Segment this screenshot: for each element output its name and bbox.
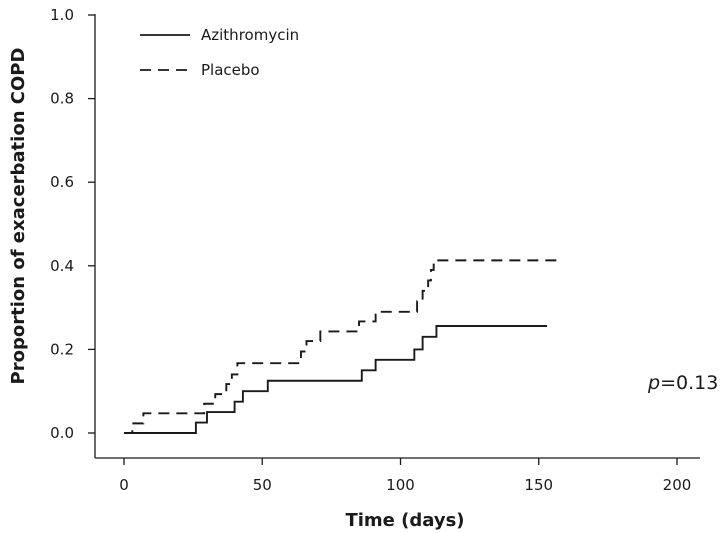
y-tick-label: 0.0 bbox=[50, 424, 74, 442]
y-tick-label: 1.0 bbox=[50, 6, 74, 24]
series-line-azithromycin bbox=[124, 325, 548, 434]
x-tick-label: 200 bbox=[663, 476, 692, 494]
legend-label-placebo: Placebo bbox=[201, 61, 260, 79]
x-axis-title: Time (days) bbox=[345, 510, 464, 531]
y-axis-title: Proportion of exacerbation COPD bbox=[8, 48, 29, 385]
y-tick-label: 0.6 bbox=[50, 173, 74, 191]
series-layer bbox=[124, 259, 559, 434]
p-value-symbol: p bbox=[647, 372, 660, 394]
x-tick-label: 100 bbox=[386, 476, 415, 494]
p-value-text: =0.13 bbox=[660, 372, 718, 394]
legend-label-azithromycin: Azithromycin bbox=[201, 26, 299, 44]
x-tick-label: 150 bbox=[524, 476, 553, 494]
series-line-placebo bbox=[124, 259, 559, 434]
y-tick-label: 0.2 bbox=[50, 340, 74, 358]
y-ticks: 0.0 0.2 0.4 0.6 0.8 1.0 bbox=[50, 6, 95, 442]
y-tick-label: 0.8 bbox=[50, 90, 74, 108]
legend: Azithromycin Placebo bbox=[140, 26, 299, 79]
y-tick-label: 0.4 bbox=[50, 257, 74, 275]
x-ticks: 0 50 100 150 200 bbox=[119, 458, 691, 494]
axes bbox=[94, 14, 700, 459]
x-tick-label: 0 bbox=[119, 476, 129, 494]
p-value-annotation: p=0.13 bbox=[647, 372, 718, 394]
x-tick-label: 50 bbox=[253, 476, 272, 494]
